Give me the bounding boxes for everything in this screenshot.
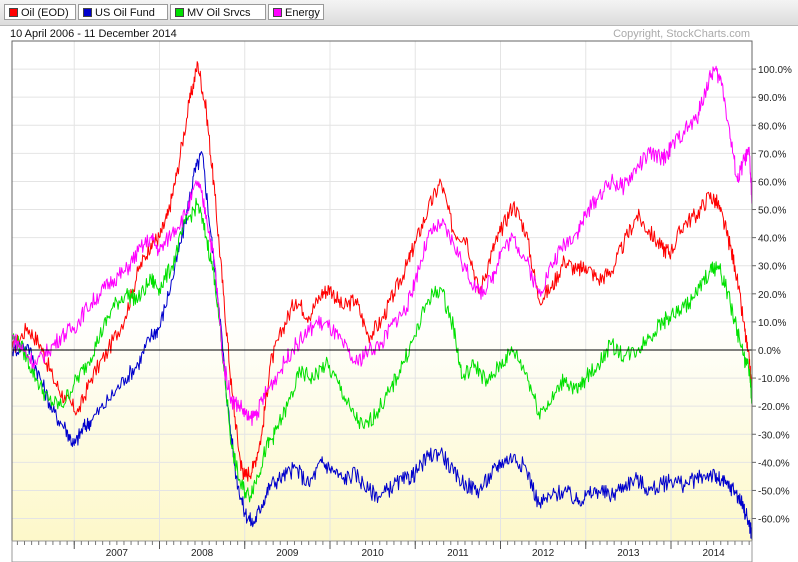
y-tick-label: 90.0% — [758, 93, 786, 104]
y-tick-label: 10.0% — [758, 318, 786, 329]
y-tick-label: 100.0% — [758, 65, 792, 76]
x-tick-label: 2008 — [191, 548, 214, 559]
series-line-mv-oil-srvcs — [11, 197, 753, 503]
y-tick-label: 40.0% — [758, 234, 786, 245]
plot-background — [12, 41, 752, 541]
y-tick-label: 0.0% — [758, 346, 781, 357]
x-tick-label: 2007 — [106, 548, 129, 559]
x-tick-label: 2010 — [361, 548, 384, 559]
y-tick-label: -60.0% — [758, 515, 790, 526]
x-tick-label: 2013 — [617, 548, 640, 559]
y-tick-label: 20.0% — [758, 290, 786, 301]
legend-bar: Oil (EOD) US Oil Fund MV Oil Srvcs Energ… — [0, 0, 798, 26]
legend-swatch-us-oil-fund — [83, 8, 92, 17]
y-tick-label: -50.0% — [758, 486, 790, 497]
y-tick-label: -20.0% — [758, 402, 790, 413]
copyright-text: Copyright, StockCharts.com — [613, 28, 750, 40]
legend-item-oil[interactable]: Oil (EOD) — [4, 4, 76, 20]
legend-item-mv-oil-srvcs[interactable]: MV Oil Srvcs — [170, 4, 266, 20]
y-tick-label: 60.0% — [758, 177, 786, 188]
y-tick-label: -40.0% — [758, 458, 790, 469]
series-line-us-oil-fund — [11, 151, 753, 540]
legend-label-us-oil-fund: US Oil Fund — [95, 7, 155, 19]
legend-label-oil: Oil (EOD) — [21, 7, 69, 19]
legend-label-mv-oil-srvcs: MV Oil Srvcs — [187, 7, 251, 19]
series-line-oil-eod — [11, 61, 753, 482]
date-range: 10 April 2006 - 11 December 2014 — [10, 28, 177, 40]
y-tick-label: 50.0% — [758, 206, 786, 217]
y-tick-label: 70.0% — [758, 149, 786, 160]
y-tick-label: -10.0% — [758, 374, 790, 385]
legend-item-us-oil-fund[interactable]: US Oil Fund — [78, 4, 168, 20]
legend-swatch-mv-oil-srvcs — [175, 8, 184, 17]
x-axis: 2007 2008 2009 2010 2011 2012 2013 2014 — [16, 541, 750, 559]
legend-swatch-oil — [9, 8, 18, 17]
y-tick-label: 80.0% — [758, 121, 786, 132]
x-axis-band — [11, 540, 753, 562]
y-axis: 100.0% 90.0% 80.0% 70.0% 60.0% 50.0% 40.0% 30.0… — [752, 65, 792, 526]
series-line-energy — [11, 65, 753, 426]
legend-label-energy: Energy — [285, 7, 320, 19]
y-tick-label: -30.0% — [758, 430, 790, 441]
x-tick-label: 2009 — [276, 548, 299, 559]
y-tick-label: 30.0% — [758, 262, 786, 273]
x-tick-label: 2012 — [532, 548, 555, 559]
series-layer — [11, 61, 753, 540]
x-tick-label: 2011 — [447, 548, 469, 559]
legend-item-energy[interactable]: Energy — [268, 4, 324, 20]
legend-swatch-energy — [273, 8, 282, 17]
x-tick-label: 2014 — [703, 548, 726, 559]
